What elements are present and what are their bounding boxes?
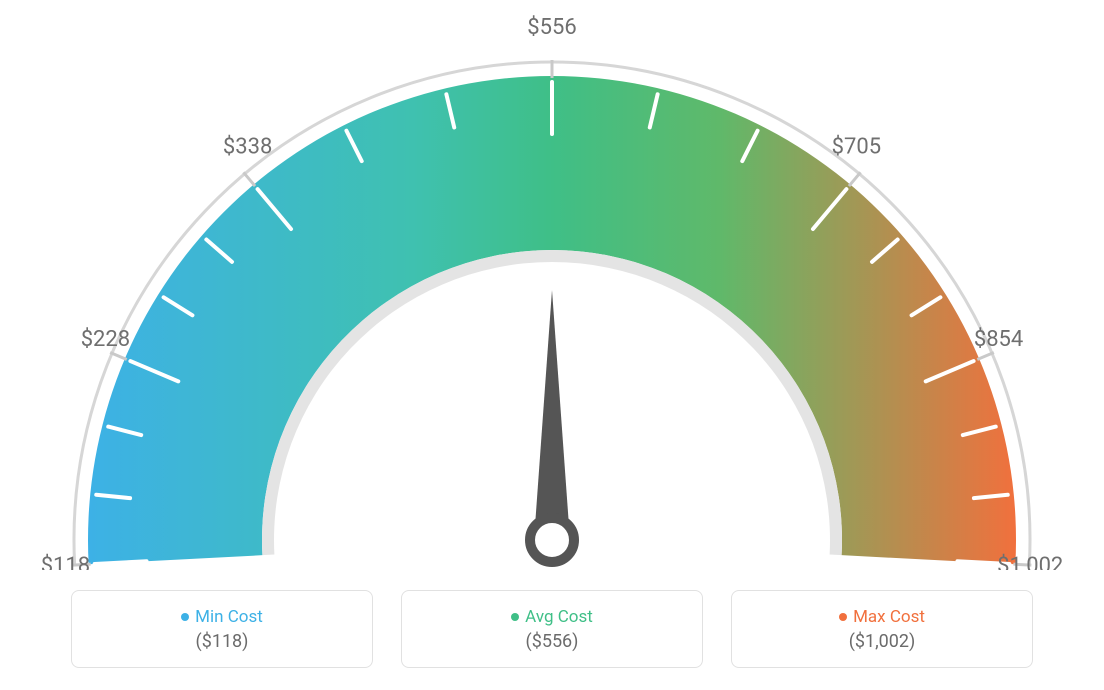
- dot-icon: [511, 613, 519, 621]
- legend-min-value: ($118): [196, 631, 249, 652]
- legend-avg-header: Avg Cost: [511, 607, 593, 627]
- svg-text:$854: $854: [974, 327, 1023, 352]
- legend-card-min: Min Cost ($118): [71, 590, 373, 668]
- cost-gauge-widget: $118 $228 $338 $556 $705 $854 $1,002 Min Cost …: [0, 0, 1104, 690]
- legend-card-avg: Avg Cost ($556): [401, 590, 703, 668]
- gauge-svg: $118 $228 $338 $556 $705 $854 $1,002: [0, 0, 1104, 570]
- svg-text:$1,002: $1,002: [997, 554, 1063, 570]
- legend-card-max: Max Cost ($1,002): [731, 590, 1033, 668]
- svg-text:$338: $338: [223, 135, 272, 160]
- legend-min-header: Min Cost: [181, 607, 263, 627]
- legend-row: Min Cost ($118) Avg Cost ($556) Max Cost…: [0, 590, 1104, 668]
- svg-text:$228: $228: [81, 327, 130, 352]
- svg-text:$118: $118: [41, 554, 90, 570]
- svg-text:$556: $556: [527, 15, 576, 40]
- legend-min-label: Min Cost: [195, 607, 263, 627]
- legend-avg-value: ($556): [526, 631, 579, 652]
- gauge-chart: $118 $228 $338 $556 $705 $854 $1,002: [0, 0, 1104, 570]
- legend-avg-label: Avg Cost: [525, 607, 593, 627]
- legend-max-header: Max Cost: [839, 607, 925, 627]
- legend-max-label: Max Cost: [853, 607, 925, 627]
- legend-max-value: ($1,002): [849, 631, 916, 652]
- svg-text:$705: $705: [832, 135, 881, 160]
- dot-icon: [839, 613, 847, 621]
- dot-icon: [181, 613, 189, 621]
